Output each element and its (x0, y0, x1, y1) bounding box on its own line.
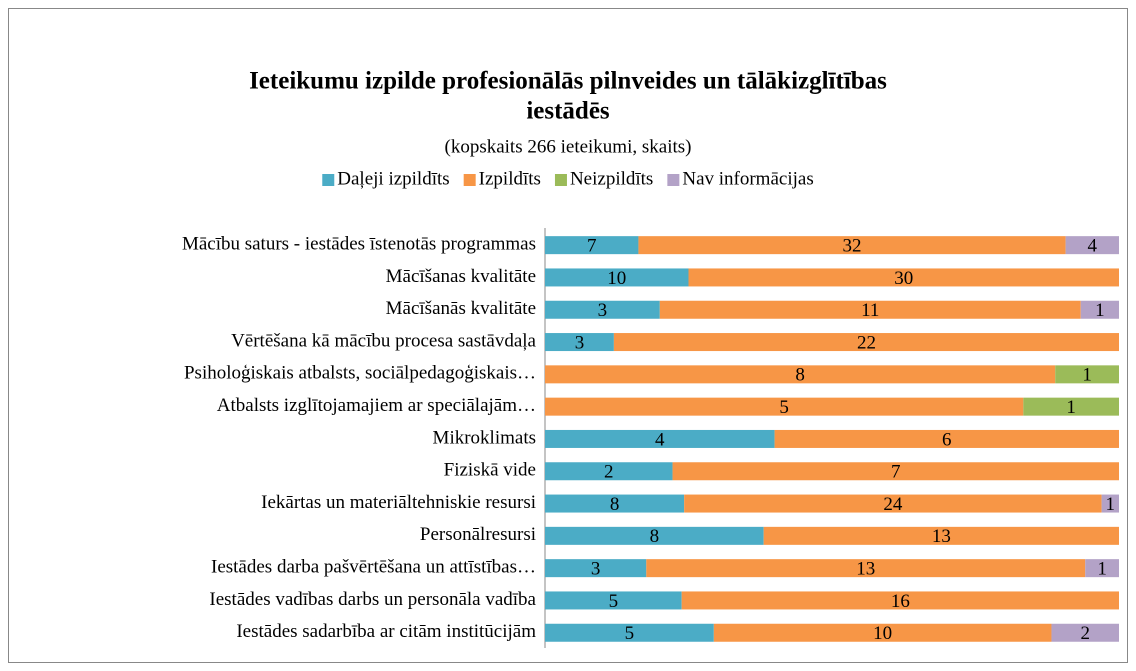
bar-segment (1080, 300, 1119, 319)
data-label: 3 (591, 559, 601, 580)
legend-label: Neizpildīts (570, 168, 653, 189)
data-label: 13 (856, 559, 875, 580)
bar-segment (545, 268, 689, 287)
data-label: 4 (655, 429, 665, 450)
data-label: 1 (1066, 397, 1076, 418)
category-label: Mācīšanās kvalitāte (386, 298, 536, 319)
bar-segment (545, 526, 764, 545)
category-label: Atbalsts izglītojamajiem ar speciālajām… (217, 395, 536, 416)
category-label: Iestādes sadarbība ar citām institūcijām (236, 621, 536, 642)
bar-segment (713, 623, 1052, 642)
data-label: 4 (1088, 236, 1098, 257)
bar-segment (659, 300, 1081, 319)
bar-segment (545, 623, 714, 642)
bar-segment (1051, 623, 1119, 642)
data-label: 8 (650, 526, 660, 547)
bar-segment (545, 300, 660, 319)
bar-segment (638, 236, 1066, 255)
bar-segment (684, 494, 1102, 513)
bar-segment (646, 559, 1086, 578)
bar-segment (545, 397, 1024, 416)
category-label: Mikroklimats (433, 427, 536, 448)
data-label: 2 (1080, 623, 1090, 644)
data-label: 2 (604, 462, 614, 483)
data-label: 5 (779, 397, 789, 418)
bar-segment (1085, 559, 1119, 578)
legend-label: Izpildīts (479, 168, 541, 189)
bar-segment (688, 268, 1119, 287)
data-label: 1 (1095, 300, 1105, 321)
bar-segment (672, 462, 1119, 481)
bar-segment (774, 429, 1119, 448)
bar-segment (1055, 365, 1119, 384)
chart-title: iestādēs (526, 98, 610, 125)
bar-segment (1101, 494, 1119, 513)
bar-segment (545, 429, 775, 448)
data-label: 10 (607, 268, 626, 289)
category-label: Vērtēšana kā mācību procesa sastāvdaļa (231, 330, 536, 351)
legend-swatch (322, 174, 335, 186)
legend-swatch (554, 174, 567, 186)
bar-segment (545, 559, 647, 578)
bar-segment (763, 526, 1119, 545)
category-label: Iestādes darba pašvērtēšana un attīstība… (211, 557, 536, 578)
bar-segment (545, 365, 1056, 384)
category-label: Iestādes vadības darbs un personāla vadī… (209, 589, 536, 610)
bar-segment (545, 333, 614, 352)
legend-label: Nav informācijas (682, 168, 813, 189)
data-label: 5 (609, 591, 619, 612)
data-label: 16 (891, 591, 910, 612)
legend-label: Daļeji izpildīts (337, 168, 449, 189)
bar-segment (545, 591, 682, 610)
data-label: 8 (610, 494, 620, 515)
data-label: 1 (1106, 494, 1116, 515)
bar-segment (681, 591, 1119, 610)
data-label: 5 (625, 623, 635, 644)
data-label: 3 (598, 300, 608, 321)
bar-segment (1023, 397, 1119, 416)
data-label: 32 (843, 236, 862, 257)
bar-segment (545, 462, 673, 481)
data-label: 30 (894, 268, 913, 289)
category-label: Psiholoģiskais atbalsts, sociālpedagoģis… (184, 363, 536, 384)
data-label: 10 (873, 623, 892, 644)
data-label: 1 (1097, 559, 1107, 580)
bar-segment (1065, 236, 1119, 255)
data-label: 7 (587, 236, 597, 257)
data-label: 6 (942, 429, 952, 450)
bar-segment (545, 494, 685, 513)
data-label: 11 (861, 300, 879, 321)
bar-segment (545, 236, 639, 255)
category-label: Mācīšanas kvalitāte (386, 266, 536, 287)
data-label: 22 (857, 332, 876, 353)
data-label: 24 (883, 494, 903, 515)
bar-segment (613, 333, 1119, 352)
category-label: Iekārtas un materiāltehniskie resursi (261, 492, 536, 513)
data-label: 13 (932, 526, 951, 547)
data-label: 1 (1082, 365, 1092, 386)
category-label: Personālresursi (420, 524, 536, 545)
data-label: 3 (575, 332, 585, 353)
category-label: Fiziskā vide (444, 460, 536, 481)
legend-swatch (667, 174, 680, 186)
legend-swatch (463, 174, 476, 186)
chart-subtitle: (kopskaits 266 ieteikumi, skaits) (445, 136, 692, 157)
data-label: 8 (795, 365, 805, 386)
category-label: Mācību saturs - iestādes īstenotās progr… (182, 234, 536, 255)
chart-title: Ieteikumu izpilde profesionālās pilnveid… (249, 68, 887, 95)
data-label: 7 (891, 462, 901, 483)
